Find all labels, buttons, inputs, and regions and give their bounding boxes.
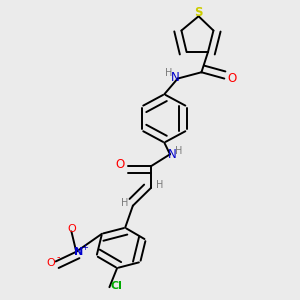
Text: +: + (81, 243, 88, 252)
Text: N: N (171, 71, 180, 84)
Text: Cl: Cl (111, 281, 122, 291)
Text: N: N (74, 247, 84, 257)
Text: H: H (156, 180, 163, 190)
Text: N: N (168, 148, 177, 161)
Text: H: H (176, 146, 183, 156)
Text: H: H (165, 68, 172, 78)
Text: O: O (115, 158, 124, 170)
Text: H: H (121, 198, 128, 208)
Text: O: O (67, 224, 76, 234)
Text: S: S (194, 6, 203, 19)
Text: O: O (228, 72, 237, 85)
Text: O: O (46, 258, 55, 268)
Text: -: - (57, 252, 60, 262)
